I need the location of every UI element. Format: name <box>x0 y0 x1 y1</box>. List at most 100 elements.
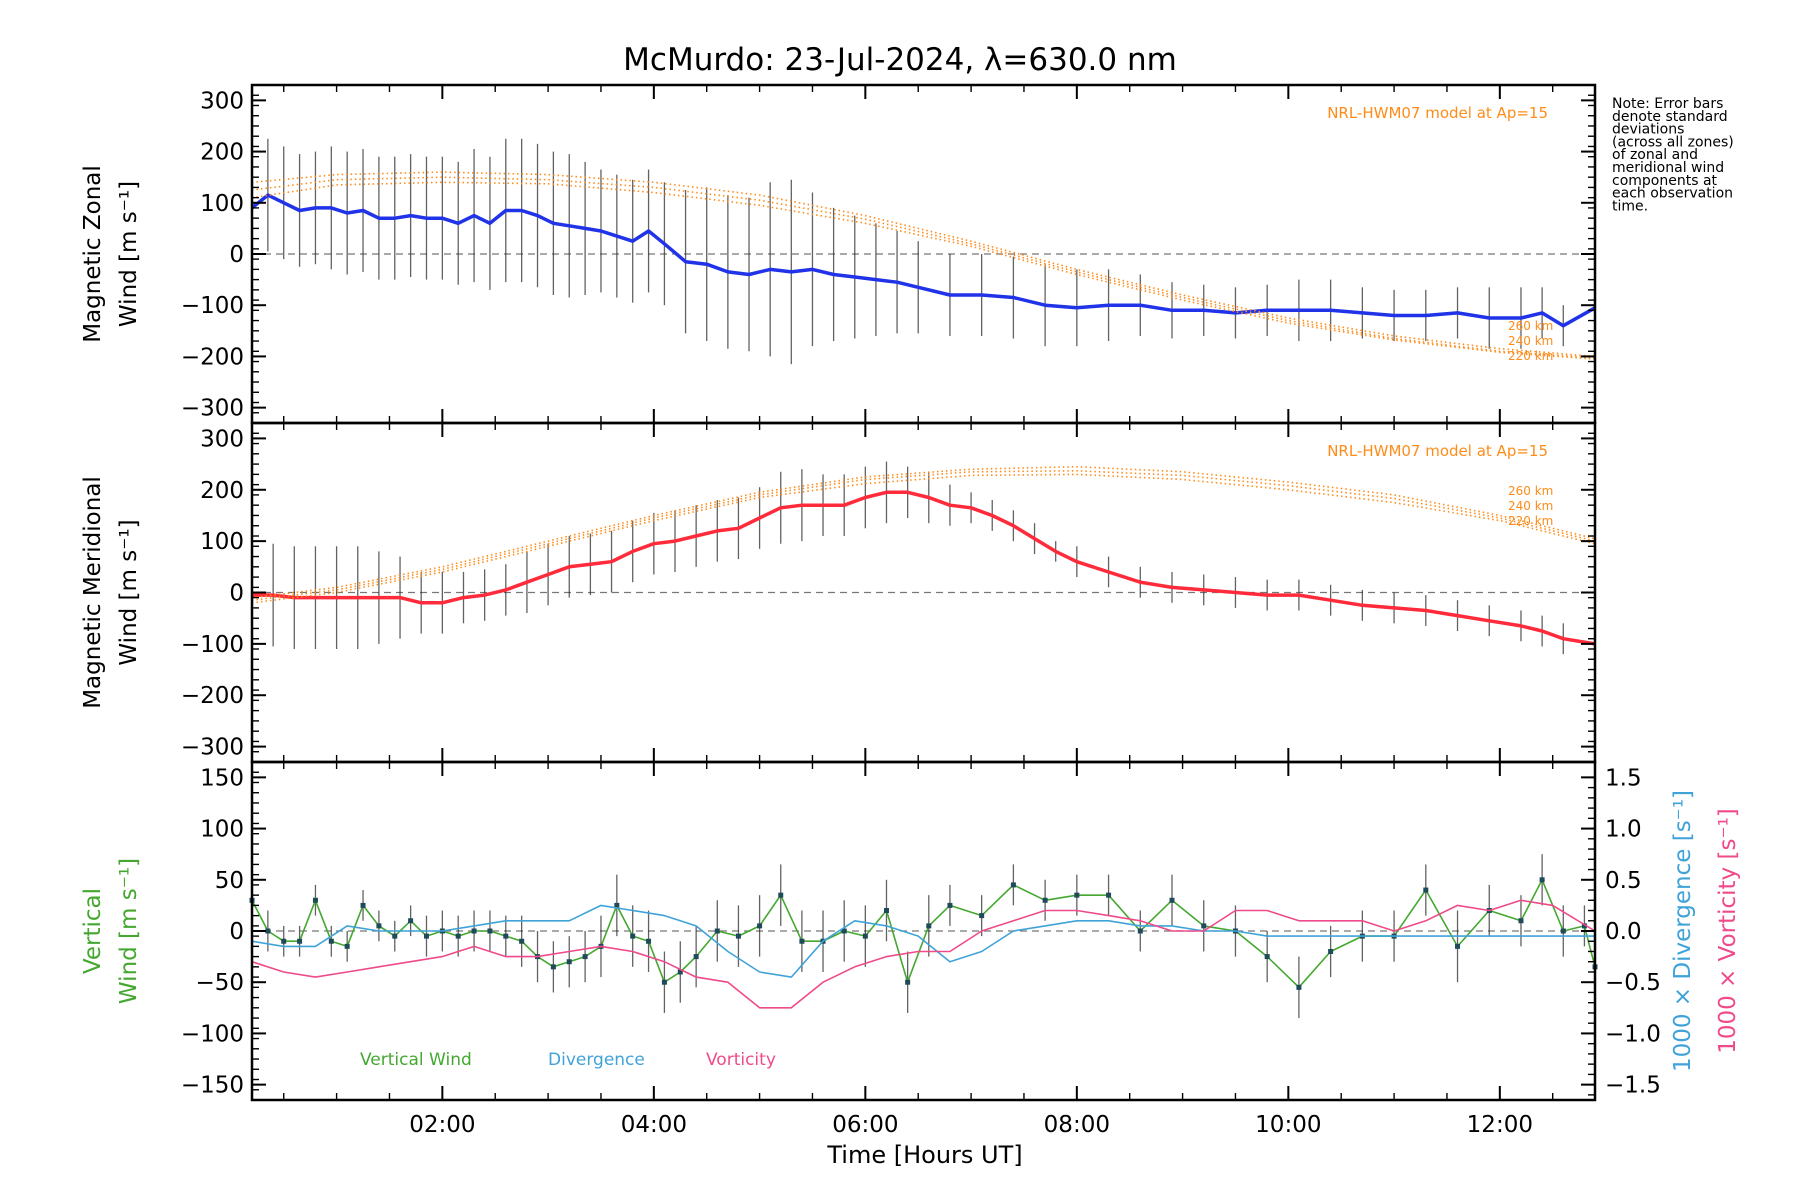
note-line: components at <box>1612 173 1718 189</box>
panel-3: −150 −100 −50 0 50 100 150 Vertical Wind [m s⁻¹]… <box>80 760 1741 1138</box>
data-point <box>487 928 493 934</box>
data-point <box>1455 943 1461 949</box>
y-tick-label: 100 <box>200 191 244 217</box>
data-point <box>757 923 763 929</box>
note-line: of zonal and <box>1612 147 1698 163</box>
data-point <box>646 938 652 944</box>
note-line: each observation <box>1612 186 1733 202</box>
legend-entry: Divergence <box>548 1050 645 1070</box>
x-axis-label: Time [Hours UT] <box>826 1141 1022 1169</box>
panel-2: −300 −200 −100 0 100 200 300 Magnetic Meridiona… <box>80 421 1597 764</box>
y2-tick-label: −1.0 <box>1605 1021 1661 1047</box>
data-point <box>550 964 556 970</box>
y-axis-label: Vertical <box>80 888 106 974</box>
y-axis-label: Magnetic Zonal <box>80 165 106 343</box>
y-tick-label: 0 <box>229 919 244 945</box>
y2-divergence-label: 1000 × Divergence [s⁻¹] <box>1670 790 1696 1072</box>
data-point <box>778 892 784 898</box>
data-point <box>1328 948 1334 954</box>
y-tick-label: −50 <box>195 970 244 996</box>
series-line-3 <box>251 899 1596 1009</box>
y2-tick-label: 1.5 <box>1605 765 1642 791</box>
data-point <box>312 897 318 903</box>
series-line-2 <box>251 904 1595 978</box>
y-tick-label: −300 <box>181 735 244 761</box>
data-point <box>677 969 683 975</box>
note-line: meridional wind <box>1612 160 1724 176</box>
data-point <box>455 933 461 939</box>
y-axis-label: Wind [m s⁻¹] <box>116 181 142 327</box>
data-point <box>297 938 303 944</box>
legend-entry: Vertical Wind <box>360 1050 472 1070</box>
data-point <box>947 902 953 908</box>
model-altitude-label: 260 km <box>1508 484 1553 498</box>
y-tick-label: −150 <box>181 1073 244 1099</box>
data-point <box>1042 897 1048 903</box>
y-tick-label: −300 <box>181 396 244 422</box>
data-point <box>471 928 477 934</box>
data-point <box>926 923 932 929</box>
y-tick-label: −200 <box>181 683 244 709</box>
data-point <box>905 979 911 985</box>
series-line-4 <box>251 473 1596 604</box>
x-tick-label: 08:00 <box>1044 1112 1110 1138</box>
data-point <box>360 902 366 908</box>
series-line-1 <box>250 193 1596 328</box>
y-tick-label: −100 <box>181 632 244 658</box>
data-point <box>392 933 398 939</box>
data-point <box>376 923 382 929</box>
data-point <box>423 933 429 939</box>
data-point <box>883 908 889 914</box>
y-tick-label: −200 <box>181 344 244 370</box>
data-point <box>1518 918 1524 924</box>
y-tick-label: 200 <box>200 140 244 166</box>
data-point <box>714 928 720 934</box>
y-tick-label: 100 <box>200 817 244 843</box>
data-point <box>582 954 588 960</box>
x-tick-label: 10:00 <box>1255 1112 1321 1138</box>
data-point <box>614 902 620 908</box>
y2-tick-label: −0.5 <box>1605 970 1661 996</box>
y2-tick-label: −1.5 <box>1605 1073 1661 1099</box>
chart-title: McMurdo: 23-Jul-2024, λ=630.0 nm <box>623 42 1177 78</box>
data-point <box>862 933 868 939</box>
data-point <box>799 938 805 944</box>
data-point <box>566 959 572 965</box>
note-line: time. <box>1612 198 1648 214</box>
data-point <box>1169 897 1175 903</box>
data-point <box>661 979 667 985</box>
y-tick-label: 0 <box>229 581 244 607</box>
data-point <box>841 928 847 934</box>
data-point <box>328 938 334 944</box>
series-line-4 <box>251 181 1596 360</box>
data-point <box>1137 928 1143 934</box>
y-tick-label: 50 <box>215 868 244 894</box>
x-tick-label: 02:00 <box>409 1112 475 1138</box>
y-tick-label: 150 <box>200 765 244 791</box>
data-point <box>1560 928 1566 934</box>
data-point <box>519 938 525 944</box>
y-tick-label: 100 <box>200 529 244 555</box>
series-line-2 <box>251 171 1596 358</box>
y-tick-label: 0 <box>229 242 244 268</box>
model-altitude-label: 220 km <box>1508 514 1553 528</box>
data-point <box>693 954 699 960</box>
series-line-3 <box>251 176 1596 359</box>
model-altitude-label: 240 km <box>1508 499 1553 513</box>
data-point <box>735 933 741 939</box>
y2-tick-label: 0.0 <box>1605 919 1642 945</box>
data-point <box>1581 923 1587 929</box>
y-tick-label: −100 <box>181 1021 244 1047</box>
data-point <box>630 933 636 939</box>
note-line: denote standard <box>1612 109 1728 125</box>
model-label: NRL-HWM07 model at Ap=15 <box>1327 442 1548 460</box>
data-point <box>979 913 985 919</box>
data-point <box>281 938 287 944</box>
data-point <box>344 943 350 949</box>
y-axis-label: Wind [m s⁻¹] <box>116 519 142 665</box>
data-point <box>1074 892 1080 898</box>
model-altitude-label: 240 km <box>1508 334 1553 348</box>
model-label: NRL-HWM07 model at Ap=15 <box>1327 104 1548 122</box>
data-point <box>1201 923 1207 929</box>
